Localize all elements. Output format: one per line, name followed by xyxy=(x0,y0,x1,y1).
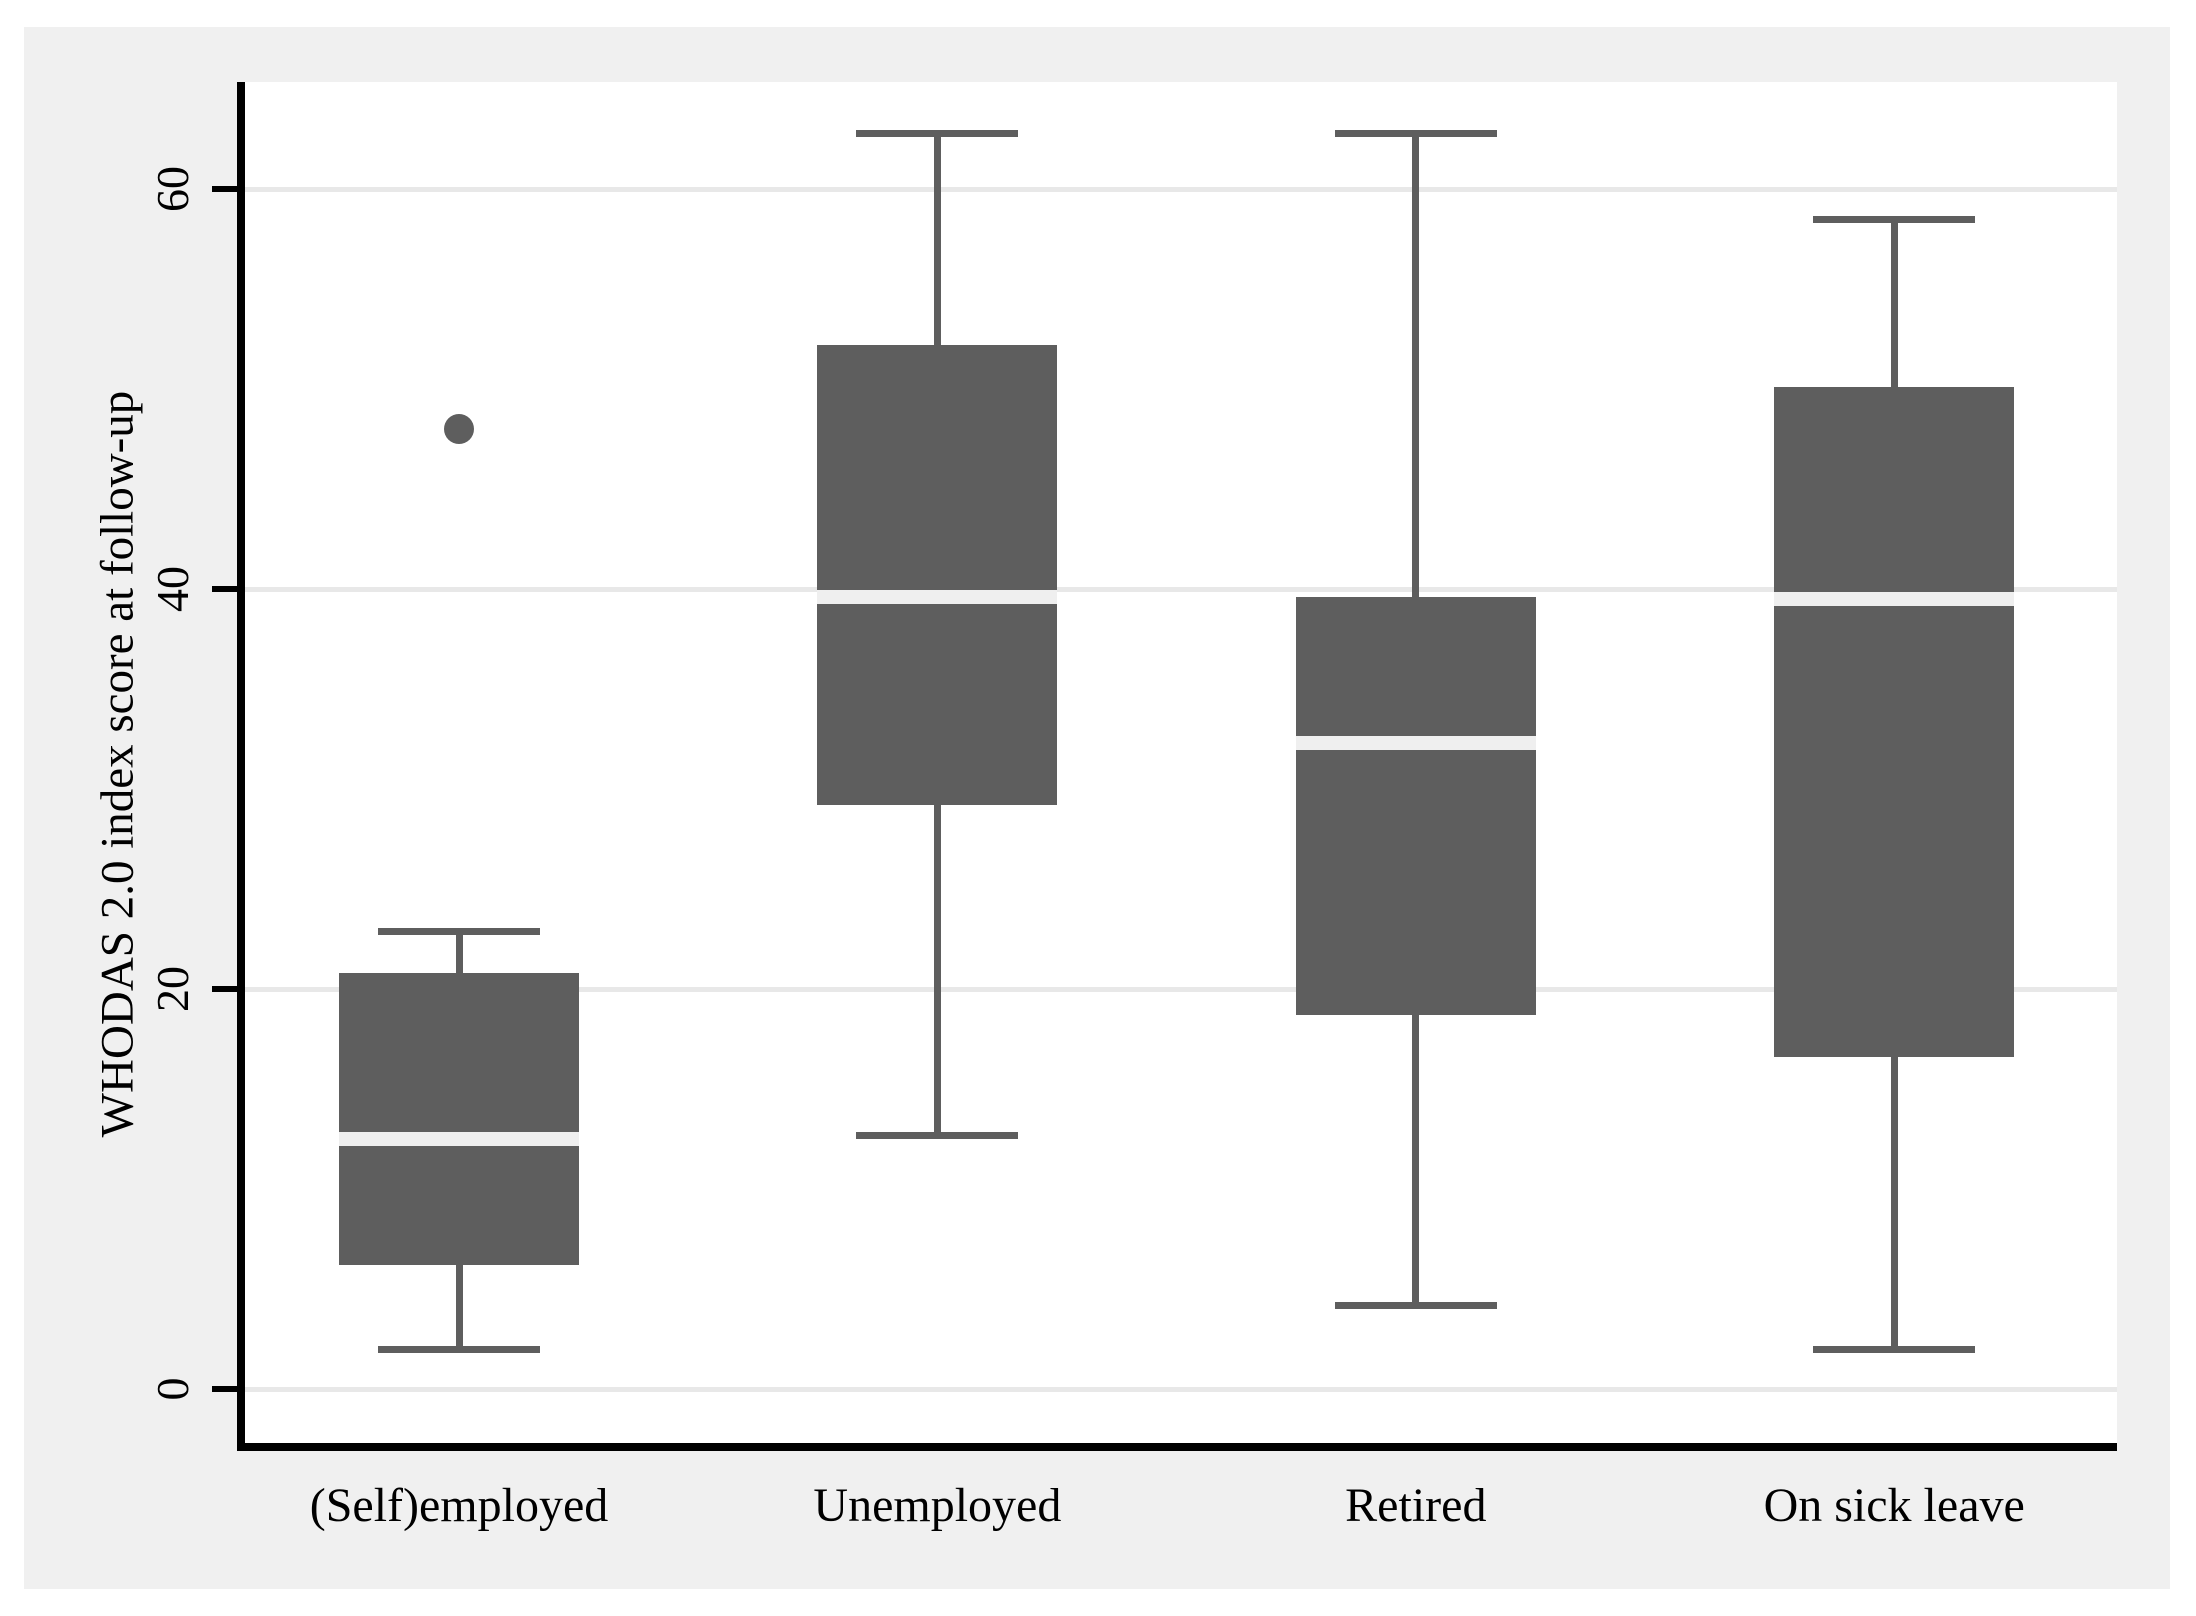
y-tick-label: 0 xyxy=(147,1377,198,1401)
box-rect xyxy=(1774,387,2015,1057)
x-axis-line xyxy=(237,1443,2117,1451)
outlier-dot xyxy=(444,414,474,444)
y-gridline xyxy=(245,986,2117,992)
y-tick-mark xyxy=(212,1386,237,1392)
y-tick-label: 40 xyxy=(147,566,198,612)
y-tick-mark xyxy=(212,186,237,192)
upper-whisker-cap xyxy=(1813,215,1976,223)
y-tick-mark xyxy=(212,986,237,992)
upper-whisker-line xyxy=(455,931,463,973)
upper-whisker-line xyxy=(1890,219,1898,387)
y-tick-label: 20 xyxy=(147,966,198,1012)
box-rect xyxy=(817,345,1058,805)
upper-whisker-cap xyxy=(1334,129,1497,137)
lower-whisker-line xyxy=(1412,1015,1420,1305)
y-axis-title: WHODAS 2.0 index score at follow-up xyxy=(91,390,144,1138)
box-rect xyxy=(339,973,579,1265)
upper-whisker-line xyxy=(933,133,941,345)
lower-whisker-line xyxy=(933,805,941,1135)
x-category-label: Unemployed xyxy=(813,1479,1062,1532)
upper-whisker-line xyxy=(1412,133,1420,597)
upper-whisker-cap xyxy=(856,129,1019,137)
y-gridline xyxy=(245,186,2117,192)
y-axis-line xyxy=(237,82,245,1451)
x-category-label: (Self)employed xyxy=(309,1479,609,1532)
median-line xyxy=(339,1132,579,1146)
x-category-label: On sick leave xyxy=(1763,1479,2025,1532)
median-line xyxy=(1295,736,1536,750)
x-category-label: Retired xyxy=(1345,1479,1487,1532)
lower-whisker-cap xyxy=(378,1345,540,1353)
lower-whisker-line xyxy=(455,1265,463,1349)
median-line xyxy=(817,590,1058,604)
upper-whisker-cap xyxy=(378,927,540,935)
y-gridline xyxy=(245,586,2117,592)
lower-whisker-cap xyxy=(1813,1345,1976,1353)
lower-whisker-line xyxy=(1890,1057,1898,1349)
median-line xyxy=(1774,592,2015,606)
y-gridline xyxy=(245,1386,2117,1392)
lower-whisker-cap xyxy=(1334,1301,1497,1309)
box-rect xyxy=(1295,597,1536,1015)
y-tick-mark xyxy=(212,586,237,592)
lower-whisker-cap xyxy=(856,1131,1019,1139)
y-tick-label: 60 xyxy=(147,166,198,212)
